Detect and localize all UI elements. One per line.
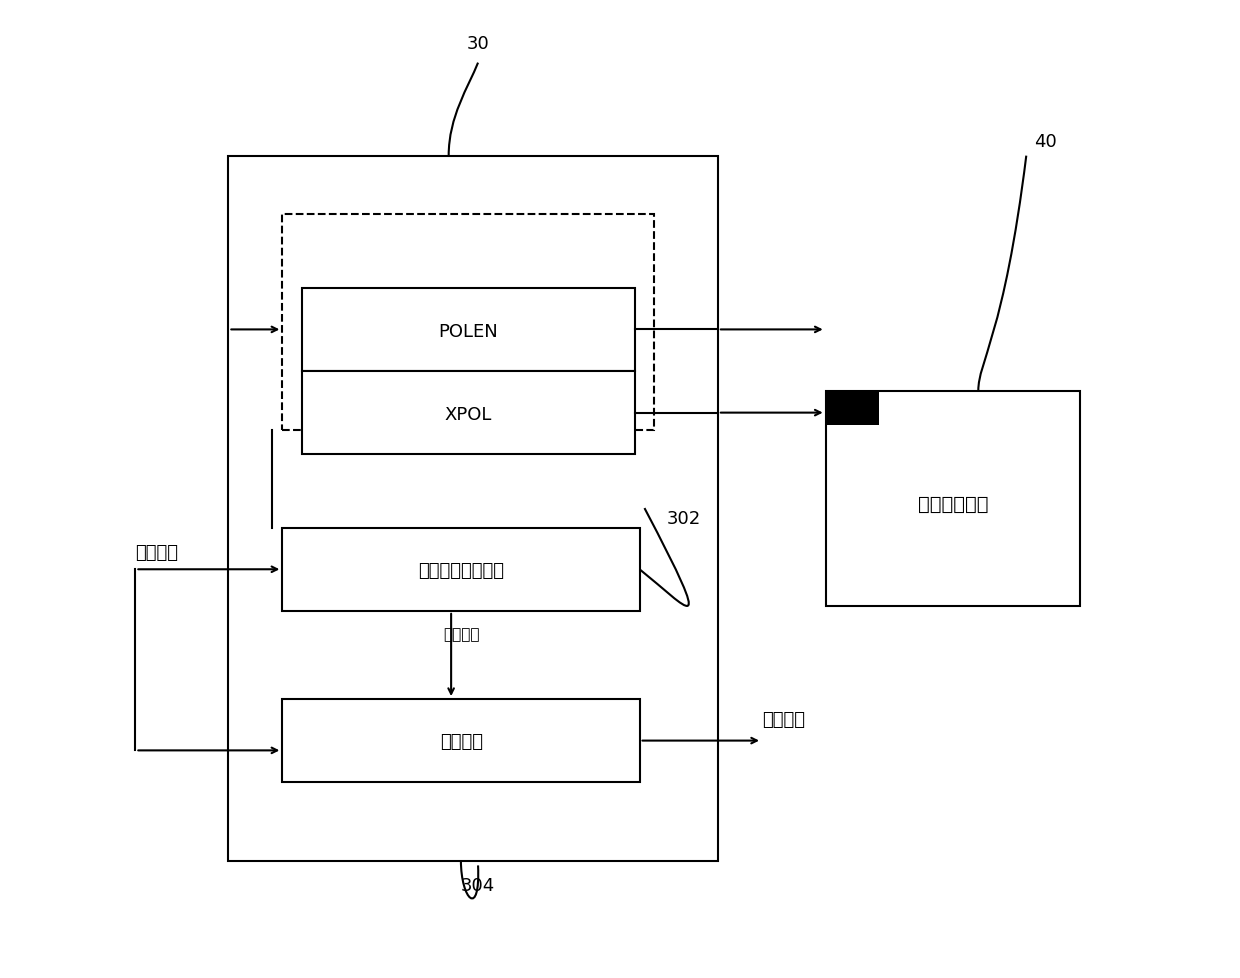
Text: 30: 30: [466, 35, 490, 53]
Text: 304: 304: [461, 876, 495, 894]
Text: 极性结果: 极性结果: [443, 626, 480, 642]
Text: 输出数据: 输出数据: [761, 710, 805, 728]
Bar: [283, 215, 655, 430]
Bar: [283, 528, 640, 611]
Text: XPOL: XPOL: [445, 406, 492, 423]
Text: 液晶显示面板: 液晶显示面板: [918, 494, 988, 513]
Bar: [228, 156, 718, 861]
Text: 抖动单元: 抖动单元: [440, 733, 482, 750]
Text: 302: 302: [667, 510, 701, 527]
Bar: [283, 699, 640, 782]
Bar: [301, 289, 635, 372]
Bar: [826, 391, 879, 425]
Text: POLEN: POLEN: [439, 323, 498, 340]
Text: 输入数据: 输入数据: [135, 544, 179, 561]
Bar: [826, 391, 1080, 606]
Text: 极性自动选择单元: 极性自动选择单元: [418, 561, 505, 579]
Text: 40: 40: [1034, 133, 1058, 151]
Bar: [301, 372, 635, 455]
